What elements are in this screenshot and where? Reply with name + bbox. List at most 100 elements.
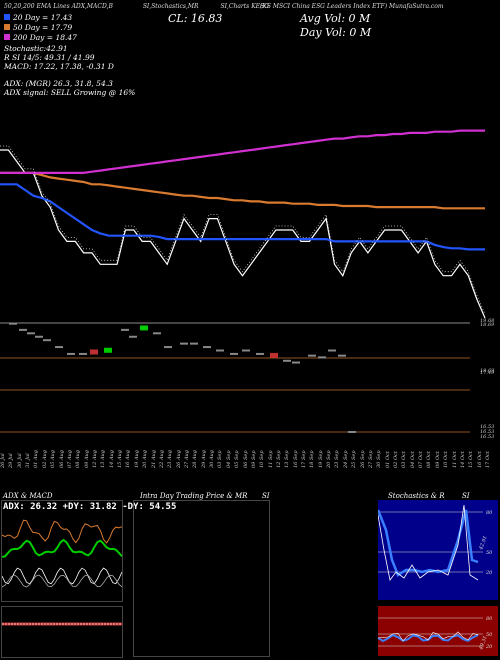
price-axis-label: 16.53 — [480, 424, 494, 430]
header-frag-5: SI,Stochastics,MR — [142, 3, 199, 10]
date-tick-label: 09 Aug — [83, 450, 90, 468]
date-tick-label: 27 Sep — [367, 450, 374, 468]
date-tick-label: 02 Aug — [41, 450, 48, 468]
date-tick-label: 01 Oct — [384, 451, 391, 468]
day-vol-label: Day Vol: 0 M — [300, 26, 372, 39]
stoch-si: SI — [462, 492, 470, 500]
date-tick-label: 12 Aug — [91, 450, 98, 468]
date-tick-label: 04 Oct — [409, 451, 416, 468]
date-tick-label: 09 Sep — [250, 450, 257, 468]
adx-signal: ADX signal: SELL Growing @ 16% — [4, 88, 136, 97]
chart-title: (KS MSCI China ESG Leaders Index ETF) Mu… — [260, 3, 444, 10]
volume-bar — [318, 356, 326, 359]
stoch-value-label: 42.91 — [478, 535, 489, 551]
legend: 20 Day = 17.43 50 Day = 17.79 200 Day = … — [4, 12, 135, 97]
header-frag-6: SI,Charts — [220, 3, 250, 10]
date-tick-label: 20 Sep — [326, 450, 333, 468]
intraday-panel — [133, 500, 270, 657]
ema20-swatch — [4, 14, 10, 20]
volume-bar — [230, 352, 238, 355]
ema50-swatch — [4, 24, 10, 30]
date-tick-label: 29 Aug — [200, 450, 207, 468]
volume-bar — [19, 328, 27, 331]
date-tick-label: 26 Sep — [359, 450, 366, 468]
date-tick-label: 17 Sep — [301, 450, 308, 468]
volume-bar — [153, 332, 161, 335]
price-chart — [0, 129, 486, 319]
rsi-line-white — [378, 631, 479, 642]
volume-bar — [129, 335, 137, 338]
date-tick-label: 30 Jul — [16, 453, 23, 468]
series-line-20-day — [0, 183, 485, 251]
volume-bar — [338, 354, 346, 357]
date-tick-label: 15 Aug — [117, 450, 124, 468]
ema20-label: 20 Day = 17.43 — [13, 12, 73, 22]
volume-bar — [121, 328, 129, 331]
close-price-label: CL: 16.83 — [168, 12, 223, 25]
rsi-tick-label: 20 — [485, 644, 493, 650]
date-tick-label: 31 Jul — [25, 453, 32, 468]
header-frag-4: ADX,MACD,B — [71, 3, 113, 10]
date-tick-label: 30 Aug — [209, 450, 216, 468]
stoch-tick-label: 50 — [486, 550, 493, 556]
stoch-bg — [378, 500, 498, 600]
stochastic-panel: 80 50 20 42.91 — [378, 500, 498, 600]
legend-ema200: 200 Day = 18.47 — [4, 32, 135, 42]
adx-line-white-1 — [2, 567, 122, 585]
date-tick-label: 22 Aug — [158, 450, 165, 468]
stoch-tick-label: 80 — [486, 510, 493, 516]
rsi-bg — [378, 606, 498, 656]
date-tick-label: 05 Sep — [234, 450, 241, 468]
adx-line-green — [2, 538, 122, 558]
stoch-label: Stochastic:42.91 — [4, 44, 68, 53]
date-tick-label: 04 Sep — [225, 450, 232, 468]
volume-bar — [43, 339, 51, 342]
date-tick-label: 30 Sep — [376, 450, 383, 468]
date-tick-label: 10 Oct — [443, 451, 450, 468]
date-tick-label: 03 Sep — [217, 450, 224, 468]
date-tick-label: 05 Aug — [50, 450, 57, 468]
volume-bar — [270, 352, 278, 358]
volume-bar — [328, 349, 336, 352]
header-frag-2: EMA — [36, 3, 52, 10]
header-frag-1: 50,20,200 — [4, 3, 35, 10]
volume-bar — [67, 352, 75, 355]
series-line-50-day — [0, 171, 485, 210]
series-line-close — [0, 149, 486, 319]
volume-bar — [90, 349, 98, 355]
date-tick-label: 27 Aug — [183, 450, 190, 468]
rsi-label: R SI 14/5: 49.31 / 41.99 — [4, 53, 95, 62]
adx-line-orange — [2, 519, 122, 544]
volume-bar — [180, 342, 188, 345]
price-axis-label: 16.53 — [480, 434, 494, 438]
date-tick-label: 17 Oct — [485, 451, 491, 468]
rsi-value-label: 49.31 — [478, 635, 489, 651]
header-frag-7: KESG — [251, 3, 269, 10]
volume-bar — [256, 352, 264, 355]
volume-bar — [348, 430, 356, 433]
date-tick-label: 19 Aug — [133, 450, 140, 468]
ema50-label: 50 Day = 17.79 — [13, 22, 73, 32]
date-tick-label: 19 Sep — [317, 450, 324, 468]
date-tick-label: 07 Oct — [418, 451, 425, 468]
avg-vol-label: Avg Vol: 0 M — [300, 12, 371, 25]
date-tick-label: 26 Aug — [175, 450, 182, 468]
date-tick-label: 09 Oct — [434, 451, 441, 468]
date-tick-label: 11 Sep — [267, 450, 274, 468]
rsi-tick-label: 50 — [486, 632, 493, 638]
volume-bar — [35, 335, 43, 338]
date-tick-label: 13 Sep — [284, 450, 291, 468]
volume-bar — [190, 342, 198, 345]
date-tick-label: 29 Jul — [8, 453, 15, 468]
volume-bar — [308, 354, 316, 357]
price-axis-label: 16.53 — [480, 429, 494, 435]
stoch-tick-label: 20 — [485, 570, 493, 576]
date-tick-label: 23 Aug — [167, 450, 174, 468]
adx-panel — [1, 500, 123, 602]
date-tick-label: 11 Oct — [451, 451, 458, 468]
volume-bar — [9, 322, 17, 325]
volume-bar — [140, 325, 148, 331]
date-tick-label: 06 Sep — [242, 450, 249, 468]
stoch-line-white — [378, 504, 479, 581]
